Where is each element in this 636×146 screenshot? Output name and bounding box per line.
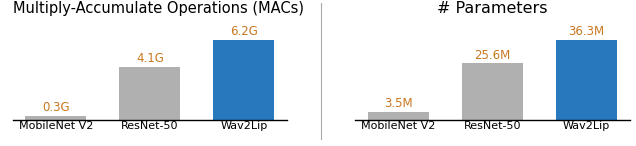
Text: 0.3G: 0.3G xyxy=(42,101,69,114)
Text: 3.5M: 3.5M xyxy=(384,97,413,110)
Text: 4.1G: 4.1G xyxy=(136,52,163,65)
Bar xyxy=(462,63,523,120)
Text: Multiply-Accumulate Operations (MACs): Multiply-Accumulate Operations (MACs) xyxy=(13,1,304,16)
Bar xyxy=(25,116,86,120)
Bar xyxy=(368,112,429,120)
Text: 36.3M: 36.3M xyxy=(569,25,605,38)
Text: 25.6M: 25.6M xyxy=(474,49,511,62)
Text: 6.2G: 6.2G xyxy=(230,25,258,38)
Title: # Parameters: # Parameters xyxy=(438,1,548,16)
Bar xyxy=(556,40,617,120)
Bar xyxy=(213,40,275,120)
Bar xyxy=(119,67,181,120)
